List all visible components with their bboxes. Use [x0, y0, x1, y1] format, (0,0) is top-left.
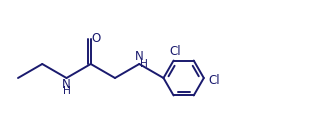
Text: O: O	[91, 32, 100, 45]
Text: Cl: Cl	[208, 73, 220, 86]
Text: N: N	[62, 78, 71, 91]
Text: H: H	[63, 86, 70, 96]
Text: Cl: Cl	[170, 45, 181, 58]
Text: N: N	[135, 51, 144, 64]
Text: H: H	[140, 59, 148, 69]
